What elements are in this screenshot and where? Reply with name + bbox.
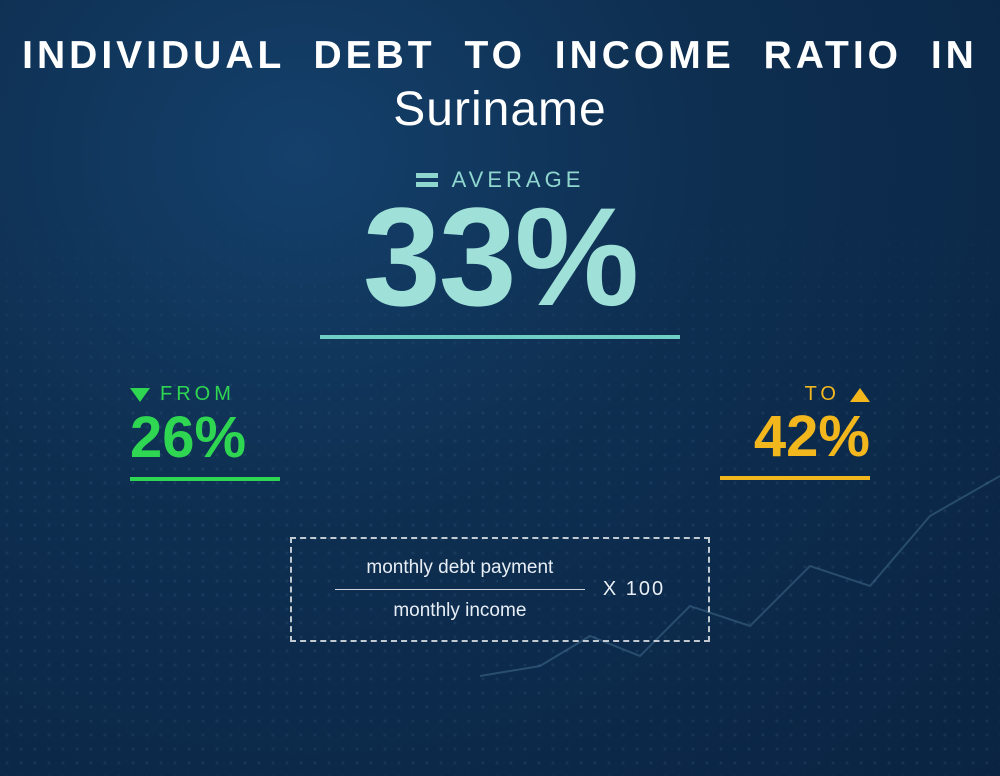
formula-fraction-bar xyxy=(335,589,585,591)
title-line-1: INDIVIDUAL DEBT TO INCOME RATIO IN xyxy=(0,34,1000,78)
triangle-up-icon xyxy=(850,388,870,402)
range-to-underline xyxy=(720,476,870,480)
range-to-value: 42% xyxy=(720,408,870,466)
average-underline xyxy=(320,335,680,339)
formula-box: monthly debt payment monthly income X 10… xyxy=(290,537,710,643)
range-to-label-row: TO xyxy=(805,383,870,406)
formula-fraction: monthly debt payment monthly income xyxy=(335,557,585,623)
range-row: FROM 26% TO 42% xyxy=(120,383,880,481)
range-from-value: 26% xyxy=(130,409,280,467)
formula-numerator: monthly debt payment xyxy=(366,557,553,579)
formula-multiplier: X 100 xyxy=(603,578,665,601)
range-from-label: FROM xyxy=(160,383,235,406)
range-from-block: FROM 26% xyxy=(130,383,280,481)
range-to-block: TO 42% xyxy=(720,383,870,481)
title-line-2: Suriname xyxy=(0,82,1000,137)
infographic-content: INDIVIDUAL DEBT TO INCOME RATIO IN Surin… xyxy=(0,0,1000,776)
range-to-label: TO xyxy=(805,383,840,406)
range-from-label-row: FROM xyxy=(130,383,235,406)
triangle-down-icon xyxy=(130,388,150,402)
range-from-underline xyxy=(130,477,280,481)
average-block: AVERAGE 33% xyxy=(0,165,1000,339)
average-value: 33% xyxy=(0,187,1000,327)
formula-denominator: monthly income xyxy=(393,600,526,622)
